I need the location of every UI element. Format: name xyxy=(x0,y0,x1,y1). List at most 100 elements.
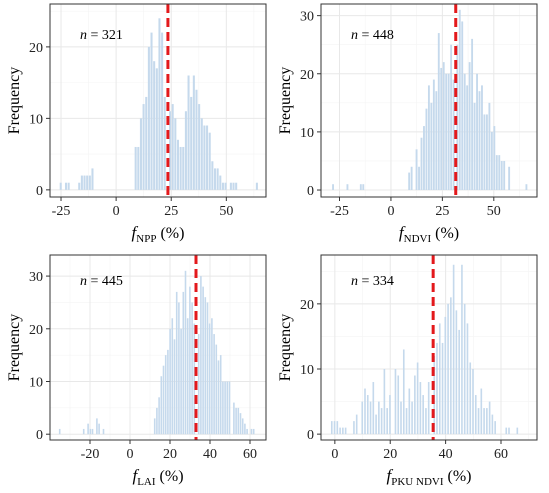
sample-size-label: n = 445 xyxy=(80,274,123,289)
histogram-bar xyxy=(162,365,165,435)
histogram-bar xyxy=(466,323,469,435)
histogram-bar xyxy=(150,32,153,190)
histogram-bar xyxy=(202,286,204,435)
histogram-bar xyxy=(362,184,365,191)
histogram-bar xyxy=(495,155,498,191)
histogram-bar xyxy=(203,125,206,190)
histogram-bar xyxy=(508,166,511,191)
histogram-bar xyxy=(215,344,218,435)
histogram-bar xyxy=(182,291,185,435)
histogram-bar xyxy=(472,368,474,435)
sample-size-label: n = 321 xyxy=(80,28,123,43)
histogram-bar xyxy=(342,427,344,435)
x-axis-label: fNPP (%) xyxy=(132,223,185,245)
histogram-bar xyxy=(516,427,519,435)
histogram-bar xyxy=(355,414,358,435)
histogram-bar xyxy=(473,102,476,191)
histogram-bar xyxy=(184,270,187,435)
histogram-bar xyxy=(372,382,375,435)
histogram-bar xyxy=(493,126,496,191)
histogram-bar xyxy=(98,423,100,435)
histogram-bar xyxy=(102,428,105,435)
histogram-bar xyxy=(189,286,191,435)
histogram-bar xyxy=(435,91,438,191)
histogram-bar xyxy=(452,79,455,191)
histogram-bar xyxy=(488,102,491,191)
histogram-bar xyxy=(206,302,209,435)
histogram-bar xyxy=(344,427,347,435)
x-tick-label: 60 xyxy=(494,447,508,462)
histogram-bar xyxy=(418,166,420,191)
histogram-bar xyxy=(483,114,486,191)
sample-size-label: n = 334 xyxy=(351,274,394,289)
histogram-bar xyxy=(494,421,496,435)
histogram-bar xyxy=(361,401,364,435)
histogram-bar xyxy=(235,182,238,190)
histogram-bar xyxy=(478,91,481,191)
x-tick-label: 25 xyxy=(164,204,178,219)
x-tick-label: 50 xyxy=(487,204,501,219)
y-tick-label: 30 xyxy=(29,270,43,285)
x-tick-label: 0 xyxy=(331,447,338,462)
histogram-bar xyxy=(222,381,224,435)
histogram-bar xyxy=(241,418,244,435)
histogram-bar xyxy=(176,139,179,190)
histogram-bar xyxy=(488,401,491,435)
y-tick-label: 10 xyxy=(29,112,43,127)
histogram-bar xyxy=(198,104,201,190)
histogram-bar xyxy=(375,414,377,435)
y-tick-label: 20 xyxy=(29,41,43,56)
histogram-bar xyxy=(255,182,258,190)
histogram-bar xyxy=(480,388,483,435)
histogram-bar xyxy=(463,73,466,191)
y-tick-label: 10 xyxy=(300,363,314,378)
histogram-bar xyxy=(235,407,237,435)
histogram-bar xyxy=(477,408,480,435)
histogram-bar xyxy=(440,67,443,191)
histogram-bar xyxy=(471,38,474,191)
histogram-bar xyxy=(336,421,339,435)
histogram-bar xyxy=(192,75,195,190)
histogram-bar xyxy=(161,32,164,190)
histogram-bar xyxy=(239,413,242,435)
panel-border xyxy=(49,3,267,198)
histogram-bar xyxy=(169,328,171,435)
x-tick-label: 40 xyxy=(439,447,453,462)
y-axis-label: Frequency xyxy=(277,67,294,135)
histogram-bar xyxy=(96,418,98,435)
histogram-bar xyxy=(380,408,383,435)
x-tick-label: 0 xyxy=(127,447,134,462)
histogram-bar xyxy=(397,375,400,435)
histogram-bar xyxy=(425,408,427,435)
histogram-bar xyxy=(450,44,453,191)
histogram-bar xyxy=(476,73,478,191)
histogram-bar xyxy=(139,118,142,190)
histogram-bar xyxy=(364,388,366,435)
histogram-bar xyxy=(58,428,61,435)
histogram-bar xyxy=(389,395,391,435)
x-tick-label: 0 xyxy=(113,204,120,219)
histogram-bar xyxy=(246,428,248,435)
y-axis-label: Frequency xyxy=(277,314,294,382)
histogram-bar xyxy=(78,182,81,190)
histogram-bar xyxy=(394,368,397,435)
y-tick-label: 20 xyxy=(29,323,43,338)
x-axis-label: fPKU NDVI (%) xyxy=(387,466,472,488)
histogram-bar xyxy=(232,182,235,190)
histogram-bar xyxy=(195,89,198,190)
histogram-bar xyxy=(456,44,459,191)
histogram-bar xyxy=(190,96,193,190)
y-axis-label: Frequency xyxy=(6,67,23,135)
histogram-bar xyxy=(171,104,174,190)
histogram-bar xyxy=(186,318,189,435)
y-axis-label: Frequency xyxy=(6,314,23,382)
x-tick-label: -25 xyxy=(52,204,71,219)
histogram-panel: -20 0 20 40 60 0 10 20 30 Frequency n = 445 fLAI (%… xyxy=(6,254,267,488)
histogram-bar xyxy=(211,318,213,435)
histogram-bar xyxy=(408,388,411,435)
y-tick-label: 30 xyxy=(300,10,314,25)
histogram-bar xyxy=(145,96,148,190)
histogram-bar xyxy=(447,73,450,191)
